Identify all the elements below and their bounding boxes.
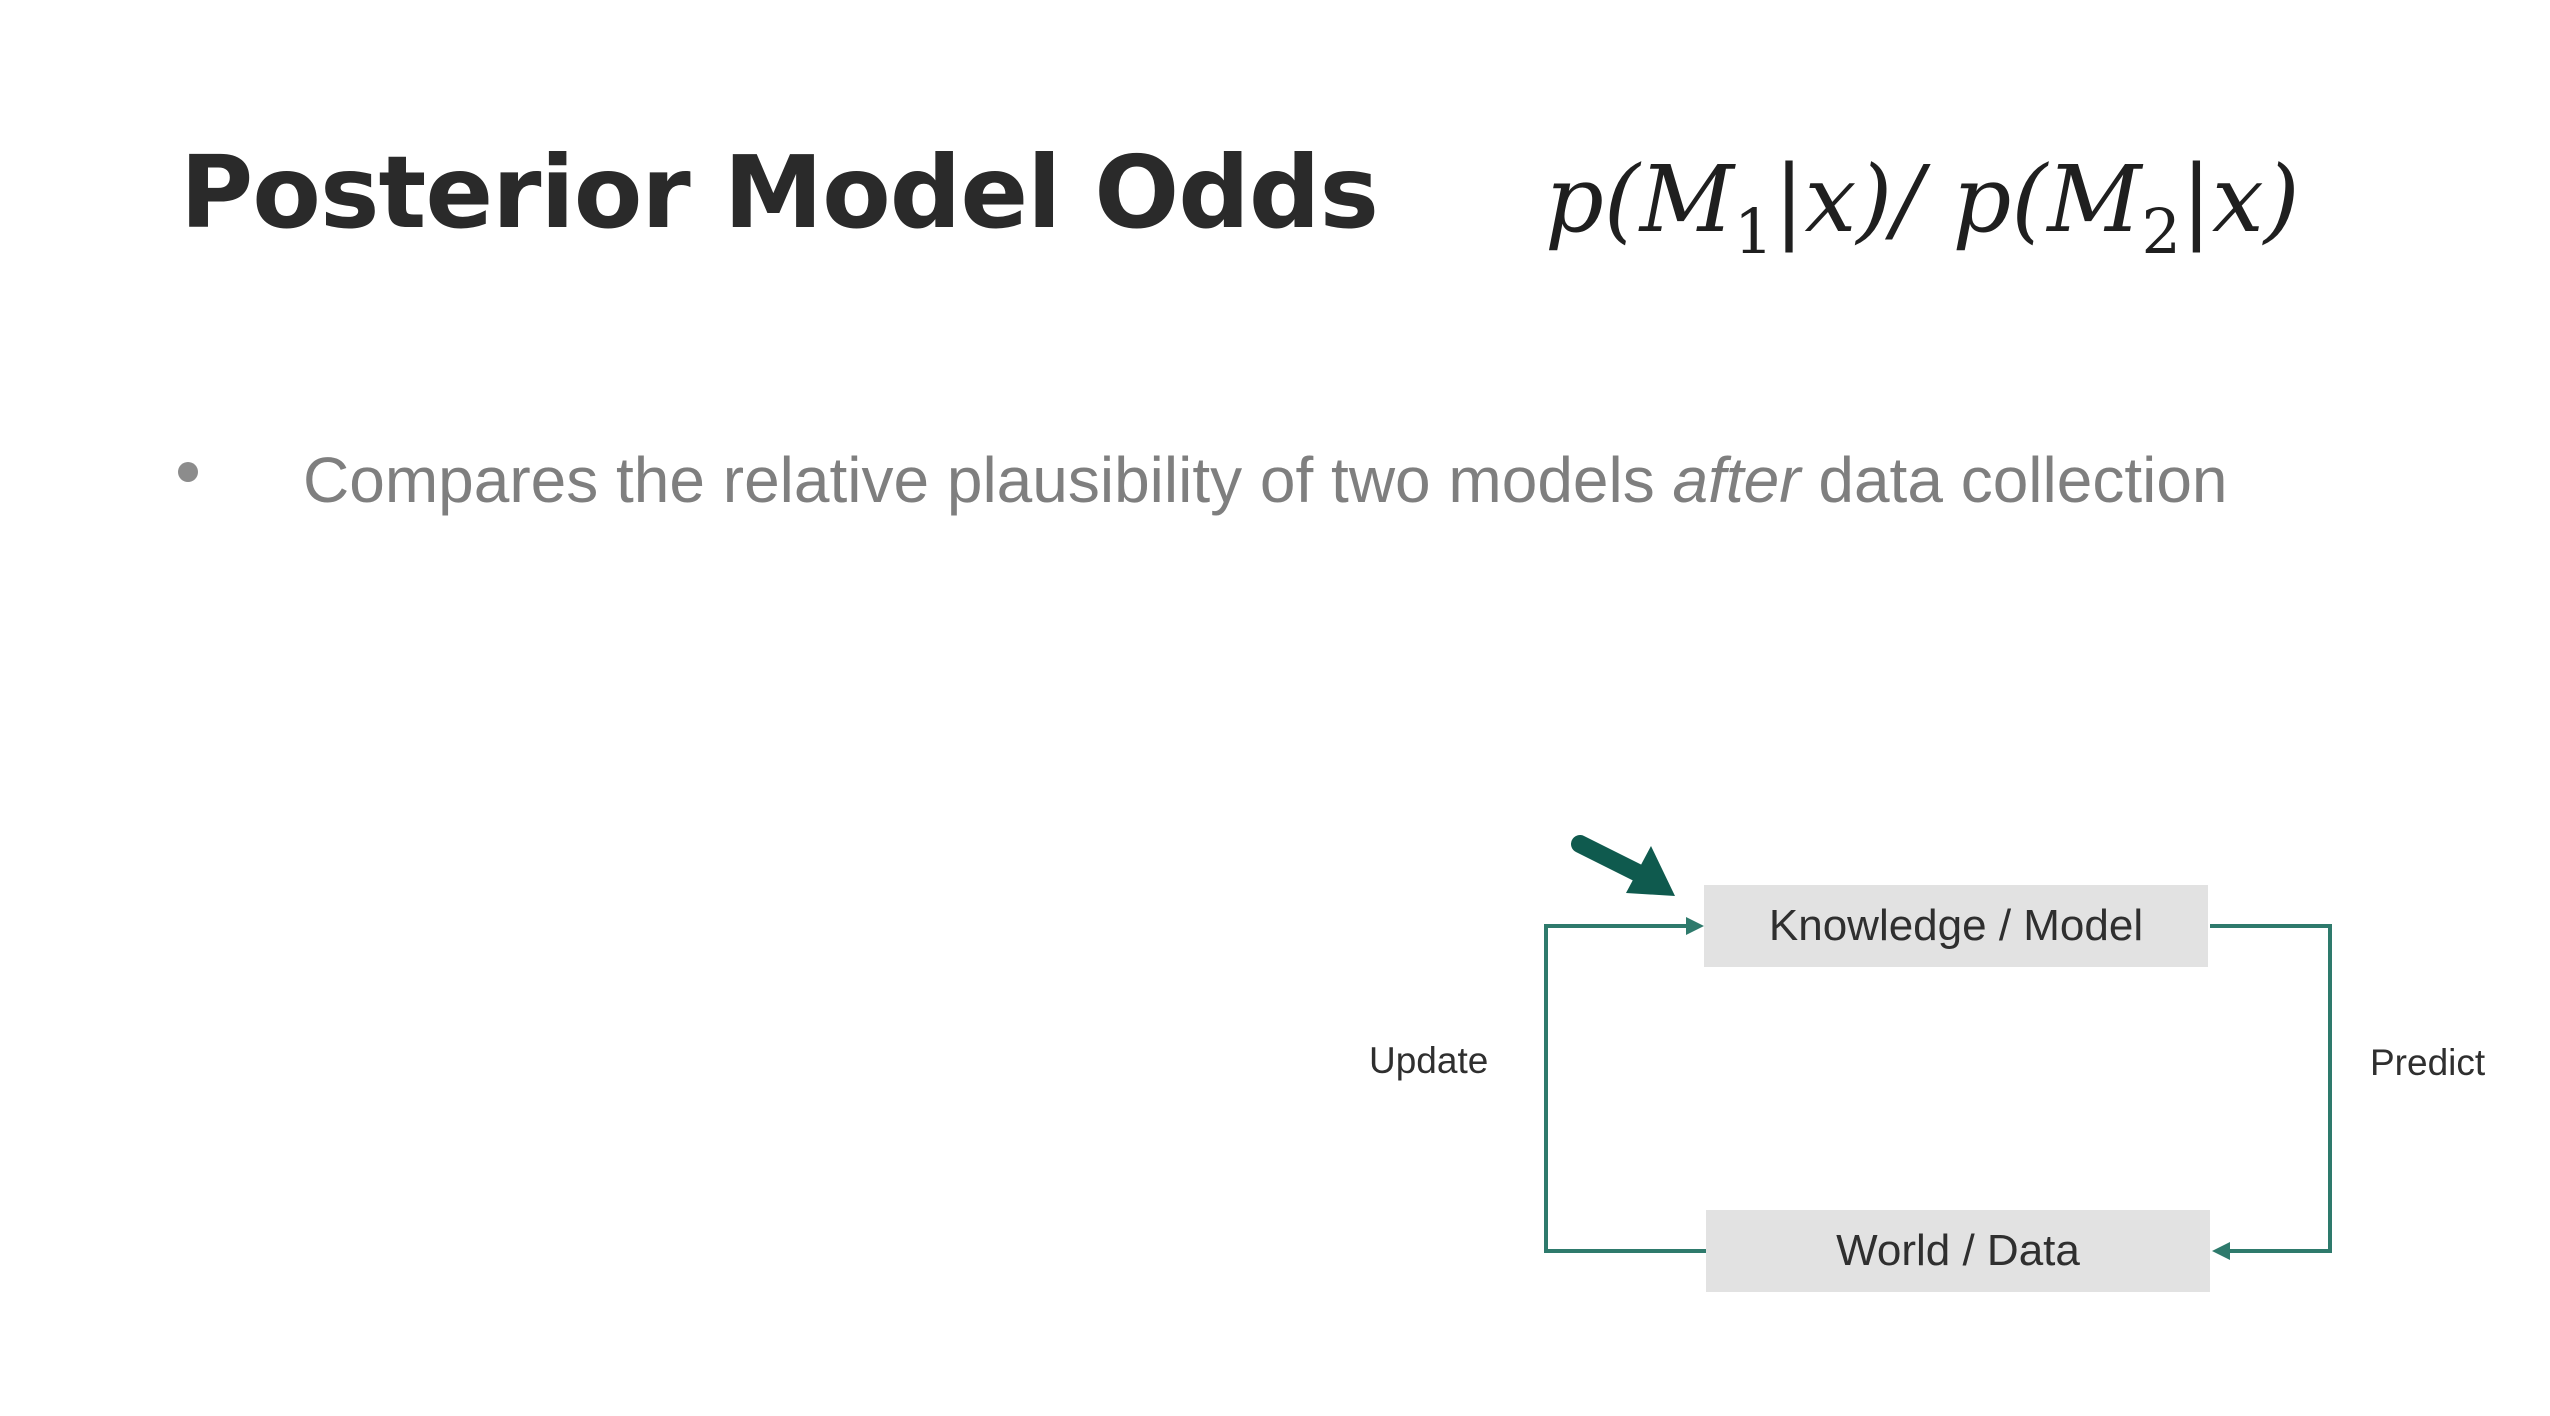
update-connector <box>1544 924 1706 1253</box>
pointer-arrow-icon <box>1571 835 1675 896</box>
formula-p2: p( <box>1952 146 2048 253</box>
update-label: Update <box>1369 1040 1489 1081</box>
formula-sub1: 1 <box>1734 195 1774 268</box>
knowledge-model-box: Knowledge / Model <box>1704 885 2208 967</box>
formula-m1: M <box>1639 146 1734 253</box>
predict-connector <box>2210 924 2332 1253</box>
bullet-text-before: Compares the relative plausibility of tw… <box>303 444 1673 516</box>
posterior-odds-formula: p(M1|x)/ p(M2|x) <box>1545 140 2300 263</box>
bullet-text-emphasis: after <box>1672 444 1801 516</box>
formula-p1: p( <box>1545 146 1640 253</box>
predict-arrowhead <box>2212 1242 2230 1260</box>
formula-rest1: |x)/ <box>1773 146 1953 253</box>
bullet-text: Compares the relative plausibility of tw… <box>303 440 2228 520</box>
world-data-box: World / Data <box>1706 1210 2210 1292</box>
update-arrowhead <box>1686 917 1704 935</box>
slide-title: Posterior Model Odds <box>180 134 1379 251</box>
formula-rest2: |x) <box>2180 146 2300 253</box>
bullet-dot <box>178 462 198 482</box>
formula-m2: M <box>2047 146 2142 253</box>
predict-label: Predict <box>2370 1042 2486 1083</box>
formula-sub2: 2 <box>2141 195 2181 268</box>
bullet-text-after: data collection <box>1800 444 2228 516</box>
